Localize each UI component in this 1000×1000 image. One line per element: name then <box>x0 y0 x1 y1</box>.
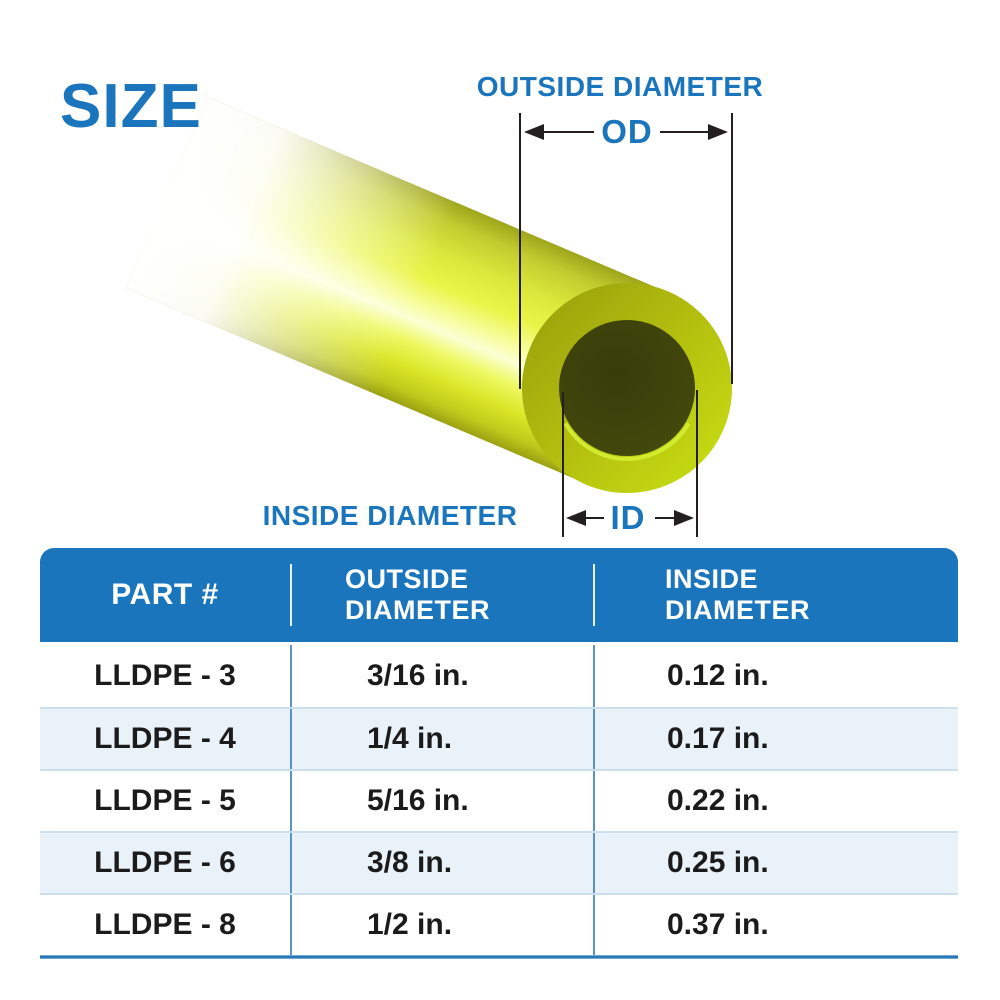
table-bottom-rule <box>40 955 958 959</box>
outside-diameter-cell: 1/2 in. <box>290 895 593 955</box>
inside-diameter-cell: 0.22 in. <box>593 771 958 831</box>
inside-diameter-cell: 0.17 in. <box>593 709 958 769</box>
od-dimension <box>519 113 733 389</box>
tube-inner-rim-highlight <box>554 315 700 461</box>
table-row: LLDPE - 5 5/16 in. 0.22 in. <box>40 769 958 831</box>
outside-diameter-label: OUTSIDE DIAMETER <box>476 71 764 102</box>
outside-diameter-cell: 3/8 in. <box>290 833 593 893</box>
part-number-cell: LLDPE - 3 <box>94 659 236 692</box>
page-title: SIZE <box>60 72 202 141</box>
id-dimension <box>562 390 698 537</box>
table-header-row: PART # OUTSIDE DIAMETER INSIDE DIAMETER <box>40 548 958 642</box>
table-row: LLDPE - 6 3/8 in. 0.25 in. <box>40 831 958 893</box>
table-row: LLDPE - 8 1/2 in. 0.37 in. <box>40 893 958 955</box>
inside-diameter-cell: 0.12 in. <box>593 645 958 707</box>
inside-diameter-cell: 0.25 in. <box>593 833 958 893</box>
table-row: LLDPE - 4 1/4 in. 0.17 in. <box>40 707 958 769</box>
od-abbreviation-label: OD <box>601 113 653 150</box>
part-number-cell: LLDPE - 8 <box>94 908 236 941</box>
od-arrow-left-icon <box>524 124 544 140</box>
column-header-inside-diameter: INSIDE DIAMETER <box>593 564 958 626</box>
table-row: LLDPE - 3 3/16 in. 0.12 in. <box>40 645 958 707</box>
table-body: LLDPE - 3 3/16 in. 0.12 in. LLDPE - 4 1/… <box>40 645 958 955</box>
id-arrow-right-icon <box>674 510 694 526</box>
od-arrow-right-icon <box>708 124 728 140</box>
id-abbreviation-label: ID <box>610 499 646 536</box>
column-header-part: PART # <box>111 578 219 611</box>
outside-diameter-cell: 5/16 in. <box>290 771 593 831</box>
id-arrow-left-icon <box>566 510 586 526</box>
part-number-cell: LLDPE - 6 <box>94 846 236 879</box>
tube-bore <box>559 320 695 456</box>
column-header-outside-diameter: OUTSIDE DIAMETER <box>290 564 593 626</box>
inside-diameter-label: INSIDE DIAMETER <box>262 500 518 531</box>
part-number-cell: LLDPE - 5 <box>94 784 236 817</box>
size-table: PART # OUTSIDE DIAMETER INSIDE DIAMETER … <box>40 548 958 959</box>
part-number-cell: LLDPE - 4 <box>94 722 236 755</box>
outside-diameter-cell: 3/16 in. <box>290 645 593 707</box>
inside-diameter-cell: 0.37 in. <box>593 895 958 955</box>
outside-diameter-cell: 1/4 in. <box>290 709 593 769</box>
